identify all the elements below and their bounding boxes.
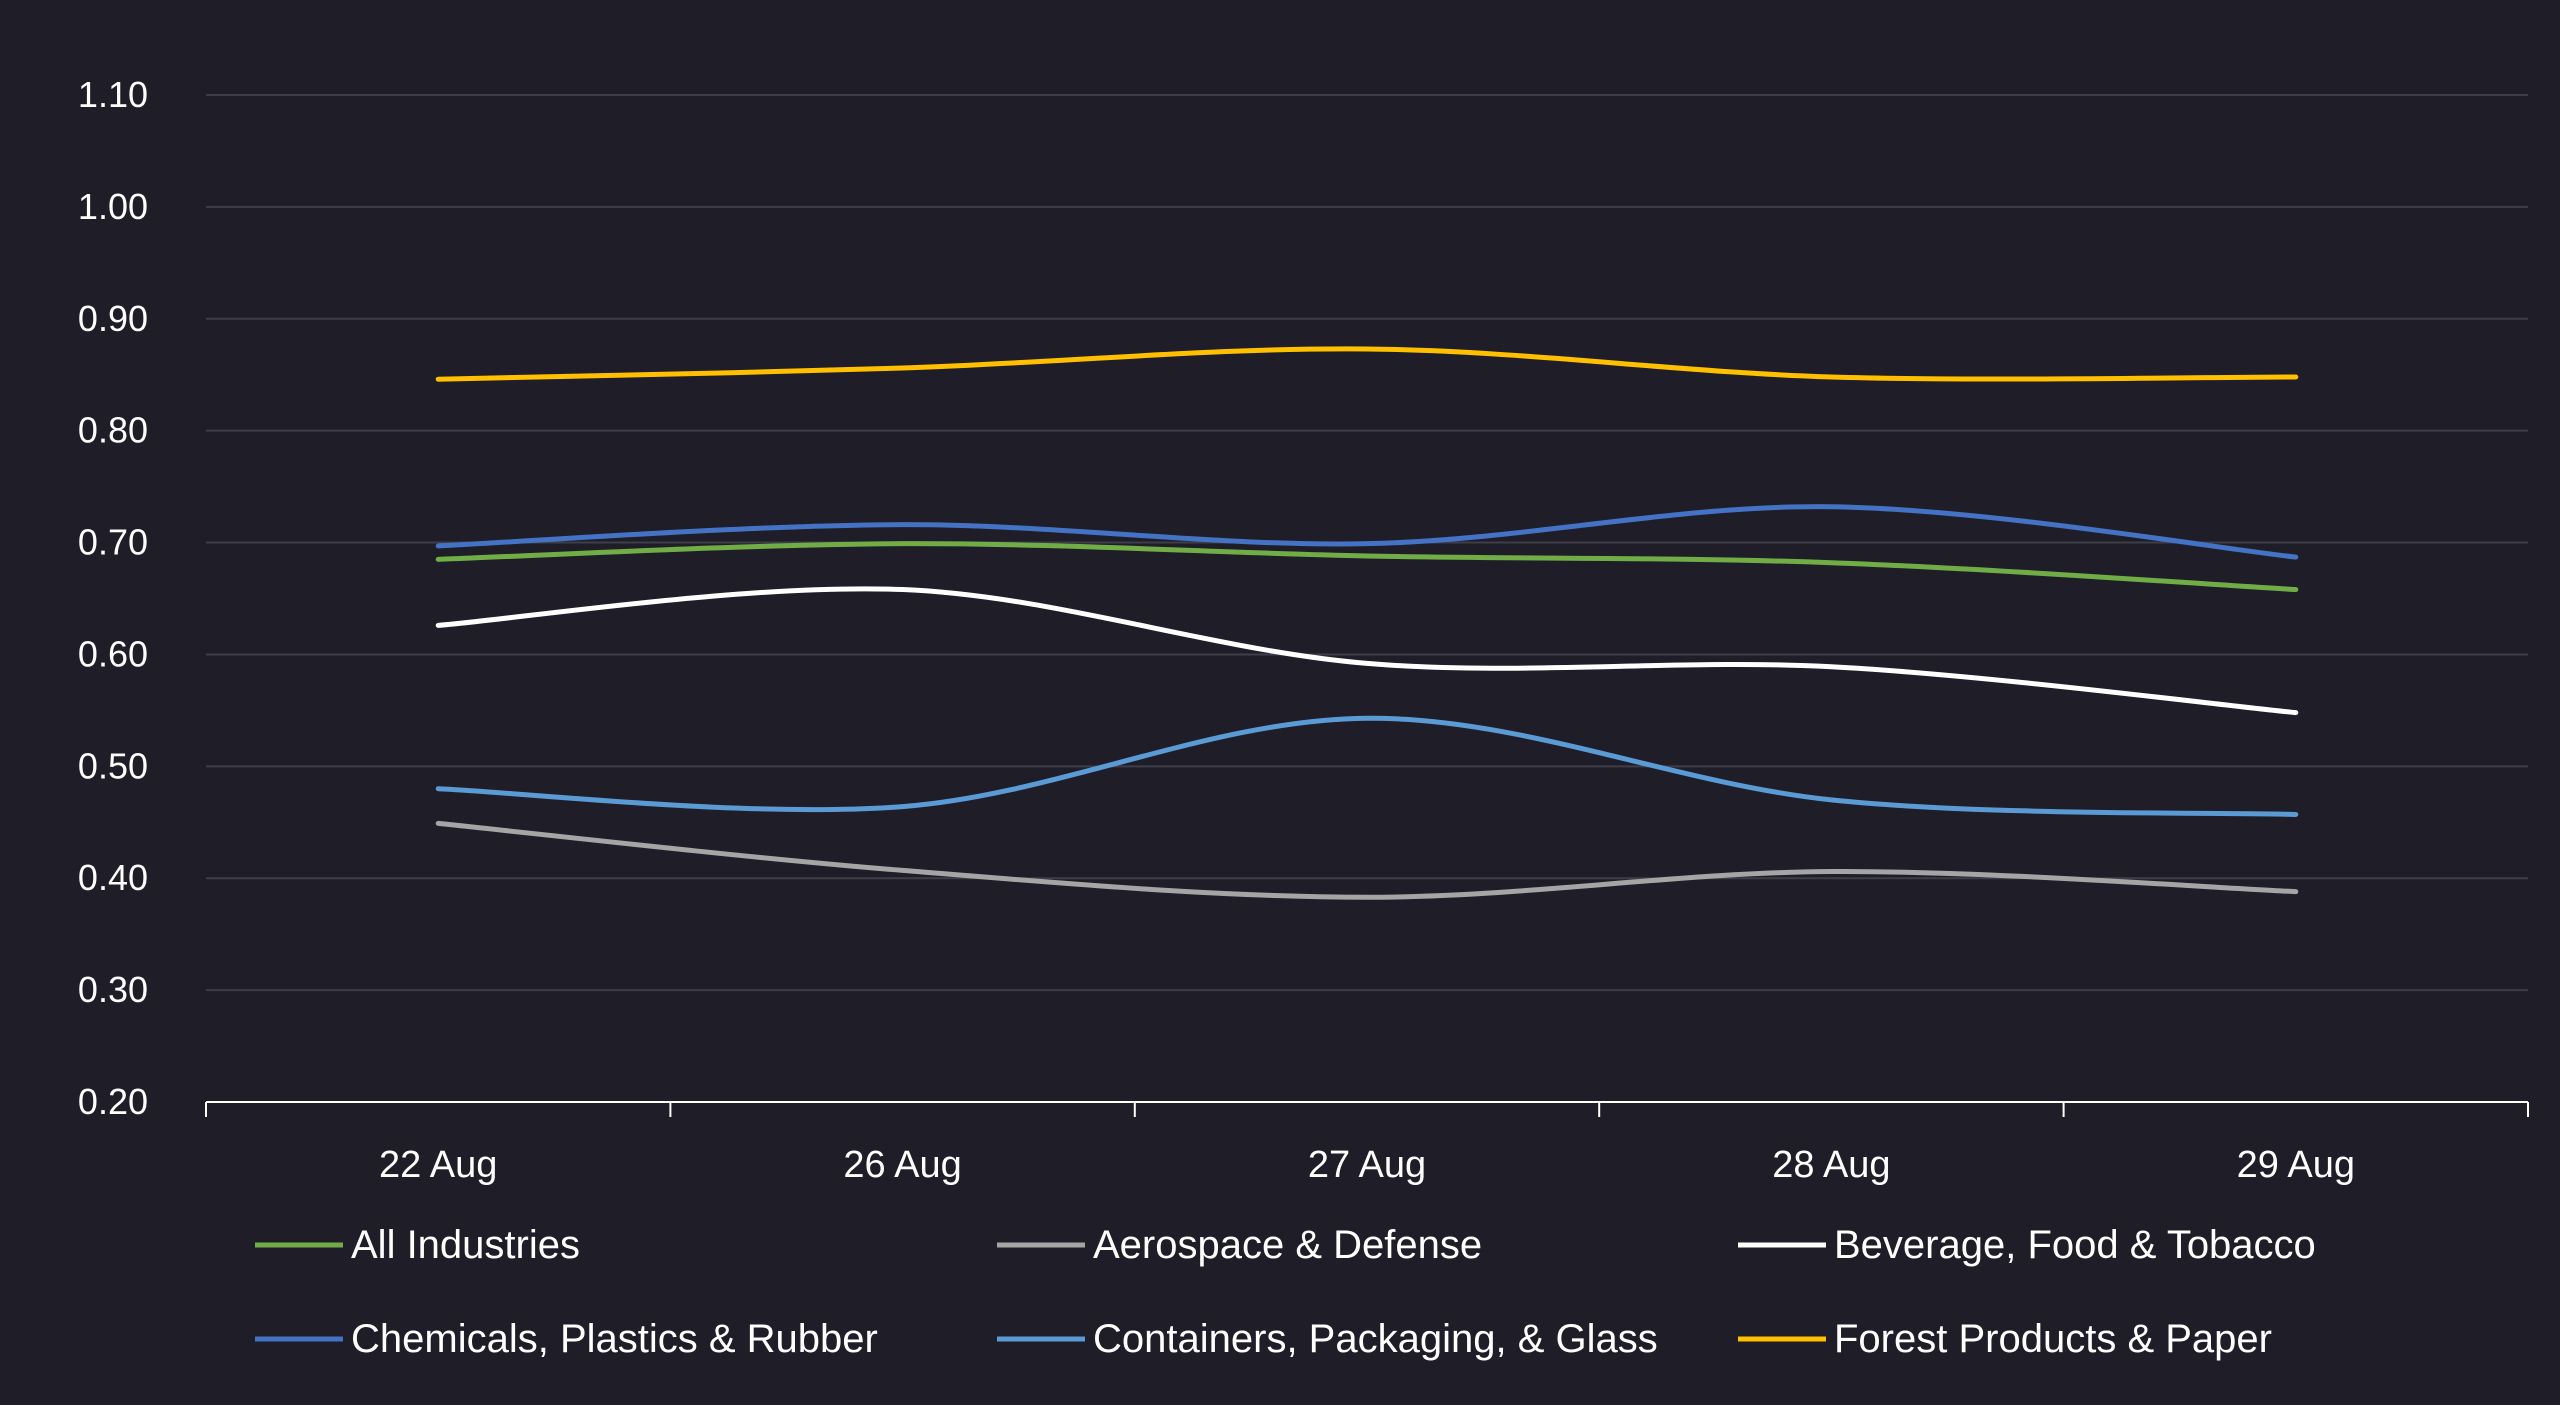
x-tick-label: 22 Aug [379, 1144, 497, 1186]
series-line-all-industries [435, 541, 2299, 593]
x-tick-label: 26 Aug [843, 1144, 961, 1186]
y-axis: 0.20 0.30 0.40 0.50 0.60 0.70 0.80 0.90 1.00 1.10 [78, 74, 148, 1122]
y-tick-label: 0.90 [78, 298, 148, 339]
series-line-forest-products-paper [435, 346, 2299, 382]
legend-label: All Industries [351, 1223, 580, 1267]
y-tick-label: 0.40 [78, 857, 148, 898]
legend-label: Aerospace & Defense [1093, 1223, 1482, 1267]
legend-item-aerospace-defense: Aerospace & Defense [997, 1223, 1482, 1267]
x-tick-label: 28 Aug [1772, 1144, 1890, 1186]
legend-label: Beverage, Food & Tobacco [1834, 1223, 2316, 1267]
y-tick-label: 0.50 [78, 745, 148, 786]
x-tick-label: 29 Aug [2237, 1144, 2355, 1186]
series-line-aerospace-defense [435, 820, 2299, 900]
y-tick-label: 0.30 [78, 969, 148, 1010]
legend: All Industries Aerospace & Defense Beverag… [255, 1223, 2316, 1361]
y-tick-label: 1.10 [78, 74, 148, 115]
legend-item-chemicals-plastics-rubber: Chemicals, Plastics & Rubber [255, 1317, 878, 1361]
x-axis: 22 Aug 26 Aug 27 Aug 28 Aug 29 Aug [205, 1101, 2529, 1186]
series-line-containers-packaging-glass [435, 715, 2299, 817]
legend-item-all-industries: All Industries [255, 1223, 580, 1267]
series-line-chemicals-plastics-rubber [435, 504, 2299, 560]
y-tick-label: 0.60 [78, 633, 148, 674]
legend-item-beverage-food-tobacco: Beverage, Food & Tobacco [1738, 1223, 2316, 1267]
legend-item-forest-products-paper: Forest Products & Paper [1738, 1317, 2272, 1361]
legend-label: Containers, Packaging, & Glass [1093, 1317, 1658, 1361]
y-tick-label: 0.80 [78, 410, 148, 451]
x-tick-label: 27 Aug [1308, 1144, 1426, 1186]
y-tick-label: 1.00 [78, 186, 148, 227]
legend-label: Forest Products & Paper [1834, 1317, 2272, 1361]
legend-item-containers-packaging-glass: Containers, Packaging, & Glass [997, 1317, 1658, 1361]
y-tick-label: 0.70 [78, 522, 148, 563]
legend-label: Chemicals, Plastics & Rubber [351, 1317, 878, 1361]
series-lines [435, 346, 2299, 900]
series-line-beverage-food-tobacco [435, 586, 2299, 716]
y-tick-label: 0.20 [78, 1081, 148, 1122]
